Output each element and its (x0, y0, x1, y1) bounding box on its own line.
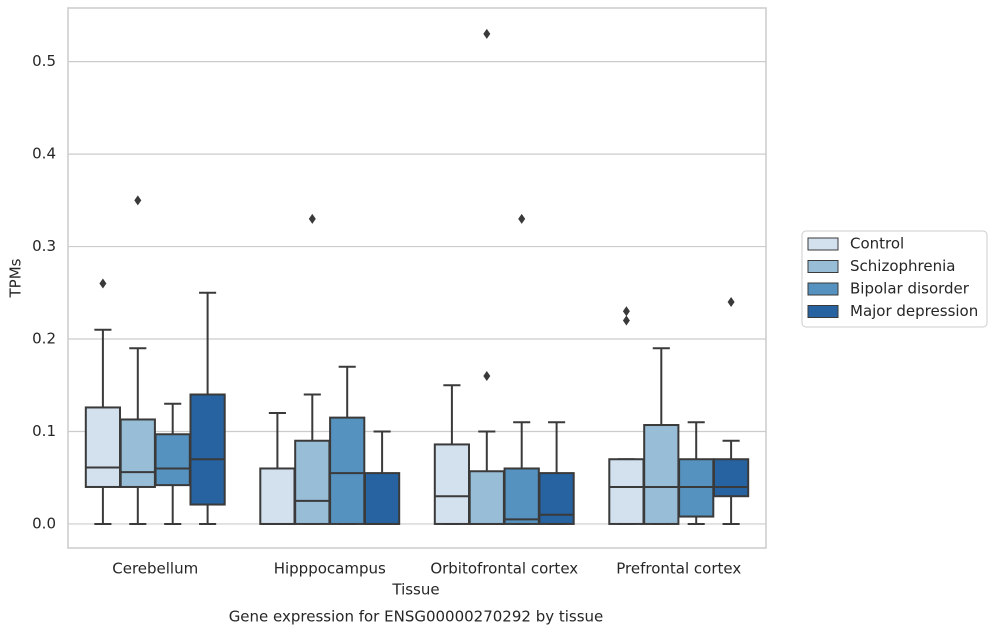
x-tick-label: Prefrontal cortex (616, 560, 741, 578)
box (503, 467, 540, 525)
x-tick-label: Cerebellum (112, 560, 198, 578)
y-tick-label: 0.5 (32, 52, 56, 70)
chart-caption: Gene expression for ENSG00000270292 by t… (229, 608, 604, 626)
legend-frame (801, 230, 988, 328)
flier (308, 213, 316, 224)
plot-frame (67, 7, 767, 549)
box (84, 406, 122, 488)
flier (134, 195, 142, 206)
box (189, 393, 226, 506)
y-tick-label: 0.4 (32, 145, 56, 163)
x-tick-label: Orbitofrontal cortex (430, 560, 578, 578)
box (538, 472, 575, 525)
legend-label: Major depression (850, 302, 978, 320)
box (643, 424, 680, 525)
flier (622, 306, 630, 317)
box (294, 439, 331, 525)
y-tick-label: 0.1 (32, 422, 56, 440)
legend-label: Schizophrenia (850, 257, 955, 275)
flier (483, 371, 491, 382)
box (259, 467, 296, 525)
box (712, 458, 750, 498)
y-tick-label: 0.3 (32, 237, 56, 255)
box (608, 458, 645, 525)
legend-swatch (807, 305, 839, 318)
x-tick-label: Hipppocampus (274, 560, 386, 578)
box (329, 416, 366, 525)
box (363, 472, 401, 525)
flier (622, 315, 630, 326)
legend-swatch (807, 282, 839, 296)
y-tick-label: 0.0 (32, 514, 56, 532)
box (119, 418, 156, 488)
flier (483, 28, 491, 39)
legend-swatch (807, 260, 839, 273)
legend-label: Control (850, 235, 904, 253)
legend-label: Bipolar disorder (850, 280, 970, 298)
flier (99, 278, 107, 289)
y-axis-label: TPMs (7, 258, 25, 298)
box (468, 470, 505, 525)
legend-swatch (807, 237, 839, 251)
flier (727, 297, 735, 308)
box (433, 443, 471, 525)
y-tick-label: 0.2 (32, 330, 56, 348)
box (154, 433, 191, 487)
x-axis-label: Tissue (391, 581, 439, 599)
flier (518, 213, 526, 224)
